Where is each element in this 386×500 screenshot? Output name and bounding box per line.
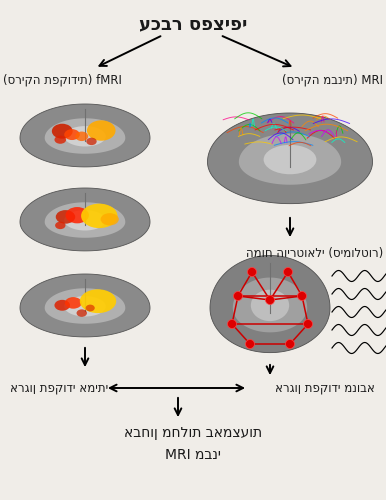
Ellipse shape [54,300,70,310]
Ellipse shape [55,222,66,229]
Polygon shape [239,134,341,184]
Polygon shape [208,113,372,204]
Ellipse shape [76,310,87,317]
Circle shape [283,268,293,276]
Ellipse shape [75,132,88,141]
Polygon shape [45,202,125,238]
Polygon shape [45,288,125,324]
Circle shape [266,296,274,304]
Polygon shape [20,188,150,251]
Circle shape [247,268,257,276]
Ellipse shape [64,296,106,316]
Ellipse shape [87,120,115,141]
Ellipse shape [64,210,106,231]
Text: (סריקה תפקודית) fMRI: (סריקה תפקודית) fMRI [3,74,122,87]
Text: עכבר ספציפי: עכבר ספציפי [139,15,247,33]
Circle shape [234,292,242,300]
Text: ארגון תפקודי אמיתי: ארגון תפקודי אמיתי [10,382,108,395]
Ellipse shape [64,129,80,140]
Text: (סריקה מבנית) MRI: (סריקה מבנית) MRI [282,74,383,87]
Circle shape [303,320,313,328]
Polygon shape [210,256,330,352]
Ellipse shape [81,204,117,228]
Circle shape [245,340,254,348]
Polygon shape [20,104,150,167]
Ellipse shape [80,290,116,313]
Ellipse shape [52,124,73,138]
Text: אבחון מחלות באמצעות: אבחון מחלות באמצעות [124,426,262,440]
Ellipse shape [264,145,317,174]
Ellipse shape [66,207,89,224]
Text: MRI מבני: MRI מבני [165,448,221,462]
Ellipse shape [101,213,119,226]
Ellipse shape [251,290,289,321]
Ellipse shape [64,126,106,146]
Text: ארגון תפקודי מנובא: ארגון תפקודי מנובא [275,382,375,395]
Ellipse shape [56,210,75,224]
Polygon shape [45,118,125,154]
Ellipse shape [54,136,66,144]
Polygon shape [20,274,150,337]
Circle shape [286,340,295,348]
Circle shape [227,320,237,328]
Ellipse shape [86,138,97,145]
Text: המוח הוירטואלי (סימולטור): המוח הוירטואלי (סימולטור) [246,247,383,260]
Ellipse shape [86,304,95,312]
Circle shape [298,292,306,300]
Polygon shape [233,278,307,332]
Ellipse shape [65,297,82,308]
